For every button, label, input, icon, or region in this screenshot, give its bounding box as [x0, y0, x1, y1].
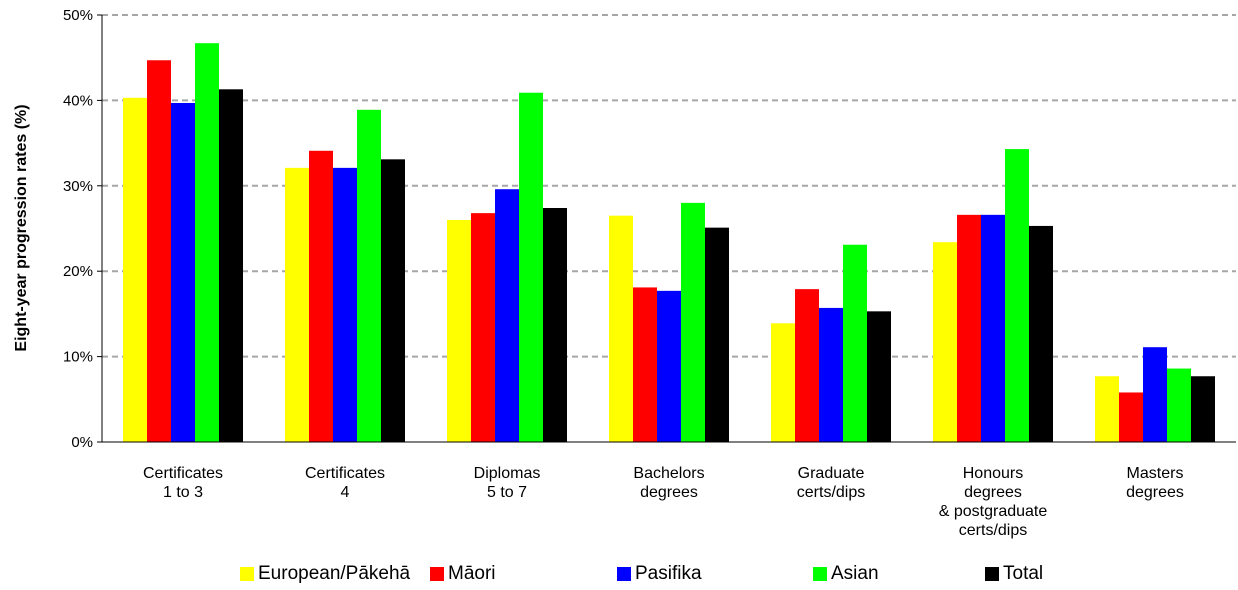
bar-pasifika — [657, 290, 681, 442]
bar-european-p-keh- — [771, 323, 795, 442]
bar-asian — [519, 92, 543, 443]
bar-european-p-keh- — [447, 219, 471, 442]
legend-label: Total — [1003, 563, 1044, 584]
y-tick-label: 10% — [63, 349, 93, 366]
bar-total — [705, 227, 729, 442]
legend-label: Pasifika — [635, 563, 702, 584]
x-tick-label: degrees — [964, 484, 1022, 501]
bar-pasifika — [495, 189, 519, 442]
bar-m-ori — [147, 60, 171, 443]
legend-label: European/Pākehā — [258, 563, 411, 584]
bar-european-p-keh- — [933, 242, 957, 442]
legend-swatch — [985, 567, 999, 581]
legend-item: Pasifika — [617, 563, 702, 585]
x-tick-label: & postgraduate — [939, 503, 1048, 520]
x-tick-label: Graduate — [798, 465, 865, 482]
bar-asian — [1167, 368, 1191, 442]
bar-pasifika — [171, 102, 195, 442]
bar-european-p-keh- — [123, 97, 147, 442]
legend-item: Māori — [430, 563, 496, 585]
bar-total — [1029, 225, 1053, 442]
x-tick-label: certs/dips — [797, 484, 865, 501]
x-tick-label: 5 to 7 — [487, 484, 527, 501]
legend-item: Total — [985, 563, 1043, 585]
bar-pasifika — [1143, 347, 1167, 442]
bar-pasifika — [333, 167, 357, 442]
legend-swatch — [240, 567, 254, 581]
x-tick-label: Honours — [963, 465, 1023, 482]
y-tick-label: 20% — [63, 263, 93, 280]
x-tick-label: Masters — [1127, 465, 1184, 482]
bar-m-ori — [633, 287, 657, 442]
legend-item: European/Pākehā — [240, 563, 410, 585]
bar-asian — [681, 202, 705, 442]
bar-total — [219, 89, 243, 442]
x-tick-label: Bachelors — [633, 465, 704, 482]
bar-european-p-keh- — [609, 215, 633, 442]
legend-swatch — [617, 567, 631, 581]
bar-m-ori — [1119, 392, 1143, 442]
bar-european-p-keh- — [1095, 376, 1119, 442]
y-tick-label: 0% — [71, 434, 93, 451]
bar-asian — [357, 109, 381, 442]
legend-item: Asian — [813, 563, 879, 585]
legend: European/Pākehā Māori Pasifika Asian Total — [0, 563, 1238, 587]
legend-label: Māori — [448, 563, 496, 584]
x-tick-label: 1 to 3 — [163, 484, 203, 501]
x-tick-label: 4 — [341, 484, 350, 501]
bar-asian — [1005, 149, 1029, 442]
legend-swatch — [430, 567, 444, 581]
x-tick-label: degrees — [1126, 484, 1184, 501]
x-tick-label: certs/dips — [959, 522, 1027, 539]
y-axis-title: Eight-year progression rates (%) — [13, 104, 30, 352]
x-tick-label: Diplomas — [474, 465, 541, 482]
x-tick-label: Certificates — [143, 465, 223, 482]
y-tick-label: 50% — [63, 7, 93, 24]
bar-total — [381, 159, 405, 443]
bar-european-p-keh- — [285, 167, 309, 442]
bar-asian — [843, 244, 867, 442]
x-tick-label: degrees — [640, 484, 698, 501]
legend-swatch — [813, 567, 827, 581]
x-tick-label: Certificates — [305, 465, 385, 482]
bar-pasifika — [981, 214, 1005, 442]
legend-label: Asian — [831, 563, 879, 584]
y-tick-label: 40% — [63, 92, 93, 109]
bar-total — [543, 208, 567, 442]
bar-m-ori — [957, 214, 981, 442]
bar-m-ori — [471, 213, 495, 442]
y-tick-label: 30% — [63, 178, 93, 195]
bar-m-ori — [795, 289, 819, 442]
bar-total — [1191, 376, 1215, 442]
bar-asian — [195, 43, 219, 442]
bar-total — [867, 311, 891, 442]
bar-m-ori — [309, 150, 333, 442]
bar-pasifika — [819, 307, 843, 442]
